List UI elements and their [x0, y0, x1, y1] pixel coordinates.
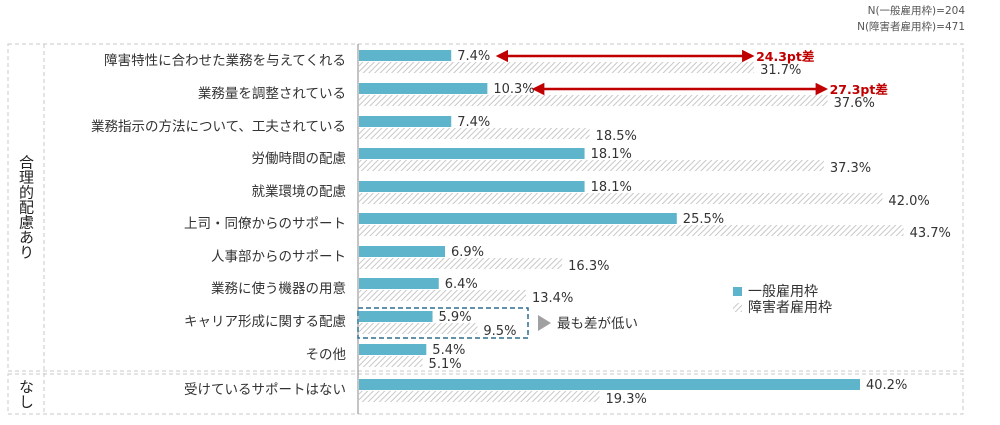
legend-label-disabled: 障害者雇用枠	[748, 299, 832, 316]
bar-disabled	[359, 128, 590, 139]
category-label: キャリア形成に関する配慮	[184, 314, 346, 330]
bar-general	[359, 181, 585, 192]
bar-disabled	[359, 62, 755, 73]
bar-general	[359, 246, 445, 257]
value-label-disabled: 19.3%	[606, 392, 647, 407]
value-label-disabled: 37.6%	[834, 96, 875, 111]
value-label-general: 25.5%	[683, 212, 724, 227]
value-label-general: 5.4%	[432, 343, 465, 358]
legend-swatch-disabled	[733, 303, 742, 312]
value-label-disabled: 42.0%	[888, 194, 929, 209]
value-label-general: 5.9%	[439, 310, 472, 325]
category-label: 受けているサポートはない	[184, 382, 346, 398]
sample-note-general: N(一般雇用枠)=204	[868, 4, 966, 17]
bar-disabled	[359, 160, 824, 171]
value-labels: 7.4% 31.7% 10.3% 37.6% 7.4% 18.5% 18.1% 37.3% 18…	[429, 49, 951, 407]
bar-general	[359, 344, 427, 355]
category-label: 人事部からのサポート	[211, 249, 346, 265]
lowest-gap-arrow-icon	[538, 315, 551, 331]
bar-general	[359, 116, 452, 127]
value-label-disabled: 16.3%	[568, 259, 609, 274]
value-label-disabled: 18.5%	[596, 129, 637, 144]
value-label-general: 10.3%	[493, 82, 534, 97]
value-label-general: 7.4%	[457, 49, 490, 64]
diff-label-2: 27.3pt差	[830, 82, 888, 97]
bar-disabled	[359, 193, 883, 204]
sample-note-disabled: N(障害者雇用枠)=471	[857, 20, 965, 33]
bar-general	[359, 379, 860, 390]
group-label-without: なし	[17, 379, 35, 409]
bar-general	[359, 148, 585, 159]
bar-disabled	[359, 225, 904, 236]
value-label-general: 18.1%	[591, 180, 632, 195]
category-label: 業務量を調整されている	[198, 86, 346, 102]
bars	[359, 50, 904, 402]
value-label-disabled: 31.7%	[760, 63, 801, 78]
category-labels: 障害特性に合わせた業務を与えてくれる業務量を調整されている業務指示の方法について…	[91, 53, 346, 398]
bar-general	[359, 278, 439, 289]
category-label: 業務指示の方法について、工夫されている	[91, 119, 346, 135]
value-label-disabled: 37.3%	[830, 161, 871, 176]
bar-disabled	[359, 356, 423, 367]
category-label: 就業環境の配慮	[252, 184, 347, 200]
category-label: 障害特性に合わせた業務を与えてくれる	[104, 53, 346, 69]
bar-disabled	[359, 323, 478, 334]
value-label-general: 6.4%	[445, 277, 478, 292]
group-frame-without	[7, 373, 964, 415]
category-label: 労働時間の配慮	[252, 151, 347, 167]
value-label-general: 18.1%	[591, 147, 632, 162]
value-label-disabled: 9.5%	[483, 324, 516, 339]
value-label-disabled: 5.1%	[429, 357, 462, 372]
bar-general	[359, 213, 677, 224]
bar-general	[359, 311, 433, 322]
group-frame-with	[7, 43, 964, 372]
bar-disabled	[359, 391, 600, 402]
value-label-disabled: 43.7%	[910, 226, 951, 241]
value-label-general: 40.2%	[866, 378, 907, 393]
value-label-disabled: 13.4%	[532, 291, 573, 306]
bar-general	[359, 50, 452, 61]
bar-general	[359, 83, 488, 94]
bar-disabled	[359, 258, 563, 269]
value-label-general: 6.9%	[451, 245, 484, 260]
diff-label-1: 24.3pt差	[756, 49, 814, 64]
category-label: 上司・同僚からのサポート	[184, 216, 346, 232]
category-label: その他	[306, 347, 347, 363]
lowest-gap-label: 最も差が低い	[557, 316, 638, 332]
category-label: 業務に使う機器の用意	[211, 280, 346, 297]
bar-disabled	[359, 290, 526, 301]
bar-disabled	[359, 95, 828, 106]
value-label-general: 7.4%	[457, 115, 490, 130]
group-label-with: 合理的配慮あり	[17, 155, 35, 260]
lowest-gap-highlight-box	[357, 307, 529, 339]
legend-label-general: 一般雇用枠	[748, 283, 818, 300]
legend-swatch-general	[733, 287, 742, 296]
